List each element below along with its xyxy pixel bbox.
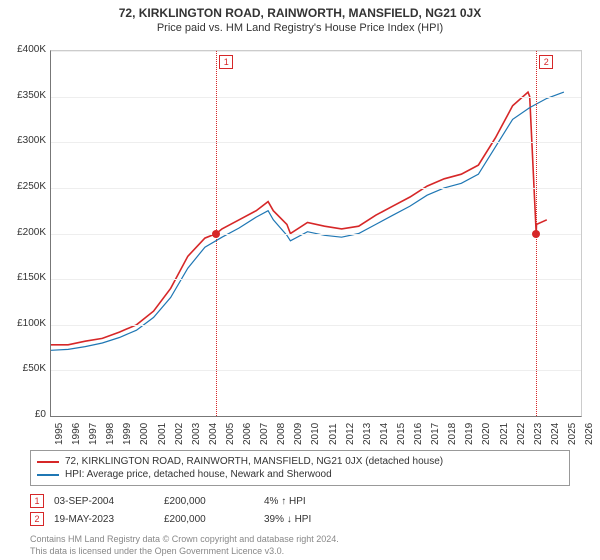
y-axis-label: £300K xyxy=(0,135,46,146)
event-flag-icon: 2 xyxy=(30,512,44,526)
chart-container: 72, KIRKLINGTON ROAD, RAINWORTH, MANSFIE… xyxy=(0,0,600,560)
series-line xyxy=(51,92,564,350)
x-axis-label: 2002 xyxy=(174,423,185,445)
gridline-y xyxy=(51,234,581,235)
x-axis-label: 2017 xyxy=(430,423,441,445)
x-axis-label: 1999 xyxy=(122,423,133,445)
event-price: £200,000 xyxy=(164,514,254,525)
x-axis-label: 2013 xyxy=(362,423,373,445)
x-axis-label: 2018 xyxy=(447,423,458,445)
legend-box: 72, KIRKLINGTON ROAD, RAINWORTH, MANSFIE… xyxy=(30,450,570,486)
x-axis-label: 2012 xyxy=(345,423,356,445)
chart-footer: 72, KIRKLINGTON ROAD, RAINWORTH, MANSFIE… xyxy=(30,450,570,557)
x-axis-label: 2008 xyxy=(276,423,287,445)
event-pct: 4% ↑ HPI xyxy=(264,496,354,507)
event-price: £200,000 xyxy=(164,496,254,507)
legend-label: 72, KIRKLINGTON ROAD, RAINWORTH, MANSFIE… xyxy=(65,456,443,467)
x-axis-label: 2005 xyxy=(225,423,236,445)
x-axis-label: 2014 xyxy=(379,423,390,445)
legend-swatch xyxy=(37,461,59,463)
gridline-y xyxy=(51,279,581,280)
x-axis-label: 1995 xyxy=(54,423,65,445)
gridline-y xyxy=(51,142,581,143)
x-axis-label: 1997 xyxy=(88,423,99,445)
x-axis-label: 2025 xyxy=(567,423,578,445)
event-date: 19-MAY-2023 xyxy=(54,514,154,525)
legend-label: HPI: Average price, detached house, Newa… xyxy=(65,469,332,480)
event-row: 1 03-SEP-2004 £200,000 4% ↑ HPI xyxy=(30,492,570,510)
x-axis-label: 2019 xyxy=(464,423,475,445)
gridline-y xyxy=(51,325,581,326)
x-axis-label: 2000 xyxy=(139,423,150,445)
x-axis-label: 2009 xyxy=(293,423,304,445)
x-axis-label: 2026 xyxy=(584,423,595,445)
event-date: 03-SEP-2004 xyxy=(54,496,154,507)
x-axis-label: 2016 xyxy=(413,423,424,445)
event-marker xyxy=(532,230,540,238)
gridline-y xyxy=(51,97,581,98)
x-axis-label: 2020 xyxy=(481,423,492,445)
y-axis-label: £350K xyxy=(0,90,46,101)
x-axis-label: 2024 xyxy=(550,423,561,445)
event-flag-icon: 1 xyxy=(30,494,44,508)
y-axis-label: £200K xyxy=(0,227,46,238)
attribution: Contains HM Land Registry data © Crown c… xyxy=(30,534,570,557)
series-line xyxy=(51,92,547,345)
x-axis-label: 2015 xyxy=(396,423,407,445)
plot-area: 12 xyxy=(50,50,582,417)
attribution-line-1: Contains HM Land Registry data © Crown c… xyxy=(30,534,570,546)
y-axis-label: £50K xyxy=(0,363,46,374)
y-axis-label: £0 xyxy=(0,409,46,420)
x-axis-label: 1996 xyxy=(71,423,82,445)
y-axis-label: £250K xyxy=(0,181,46,192)
events-list: 1 03-SEP-2004 £200,000 4% ↑ HPI 2 19-MAY-2023… xyxy=(30,492,570,528)
x-axis-label: 2010 xyxy=(310,423,321,445)
y-axis-label: £100K xyxy=(0,318,46,329)
legend-item: 72, KIRKLINGTON ROAD, RAINWORTH, MANSFIE… xyxy=(37,455,563,468)
x-axis-label: 2003 xyxy=(191,423,202,445)
x-axis-label: 2001 xyxy=(157,423,168,445)
gridline-y xyxy=(51,51,581,52)
event-row: 2 19-MAY-2023 £200,000 39% ↓ HPI xyxy=(30,510,570,528)
gridline-y xyxy=(51,188,581,189)
event-marker xyxy=(212,230,220,238)
legend-swatch xyxy=(37,474,59,476)
x-axis-label: 2006 xyxy=(242,423,253,445)
event-flag: 2 xyxy=(539,55,553,69)
x-axis-label: 1998 xyxy=(105,423,116,445)
event-flag: 1 xyxy=(219,55,233,69)
x-axis-label: 2023 xyxy=(533,423,544,445)
chart-subtitle: Price paid vs. HM Land Registry's House … xyxy=(0,20,600,34)
x-axis-label: 2011 xyxy=(328,423,339,445)
x-axis-label: 2022 xyxy=(516,423,527,445)
chart-title: 72, KIRKLINGTON ROAD, RAINWORTH, MANSFIE… xyxy=(0,0,600,20)
x-axis-label: 2007 xyxy=(259,423,270,445)
attribution-line-2: This data is licensed under the Open Gov… xyxy=(30,546,570,558)
x-axis-label: 2004 xyxy=(208,423,219,445)
gridline-y xyxy=(51,370,581,371)
event-pct: 39% ↓ HPI xyxy=(264,514,354,525)
y-axis-label: £400K xyxy=(0,44,46,55)
x-axis-label: 2021 xyxy=(499,423,510,445)
legend-item: HPI: Average price, detached house, Newa… xyxy=(37,468,563,481)
y-axis-label: £150K xyxy=(0,272,46,283)
